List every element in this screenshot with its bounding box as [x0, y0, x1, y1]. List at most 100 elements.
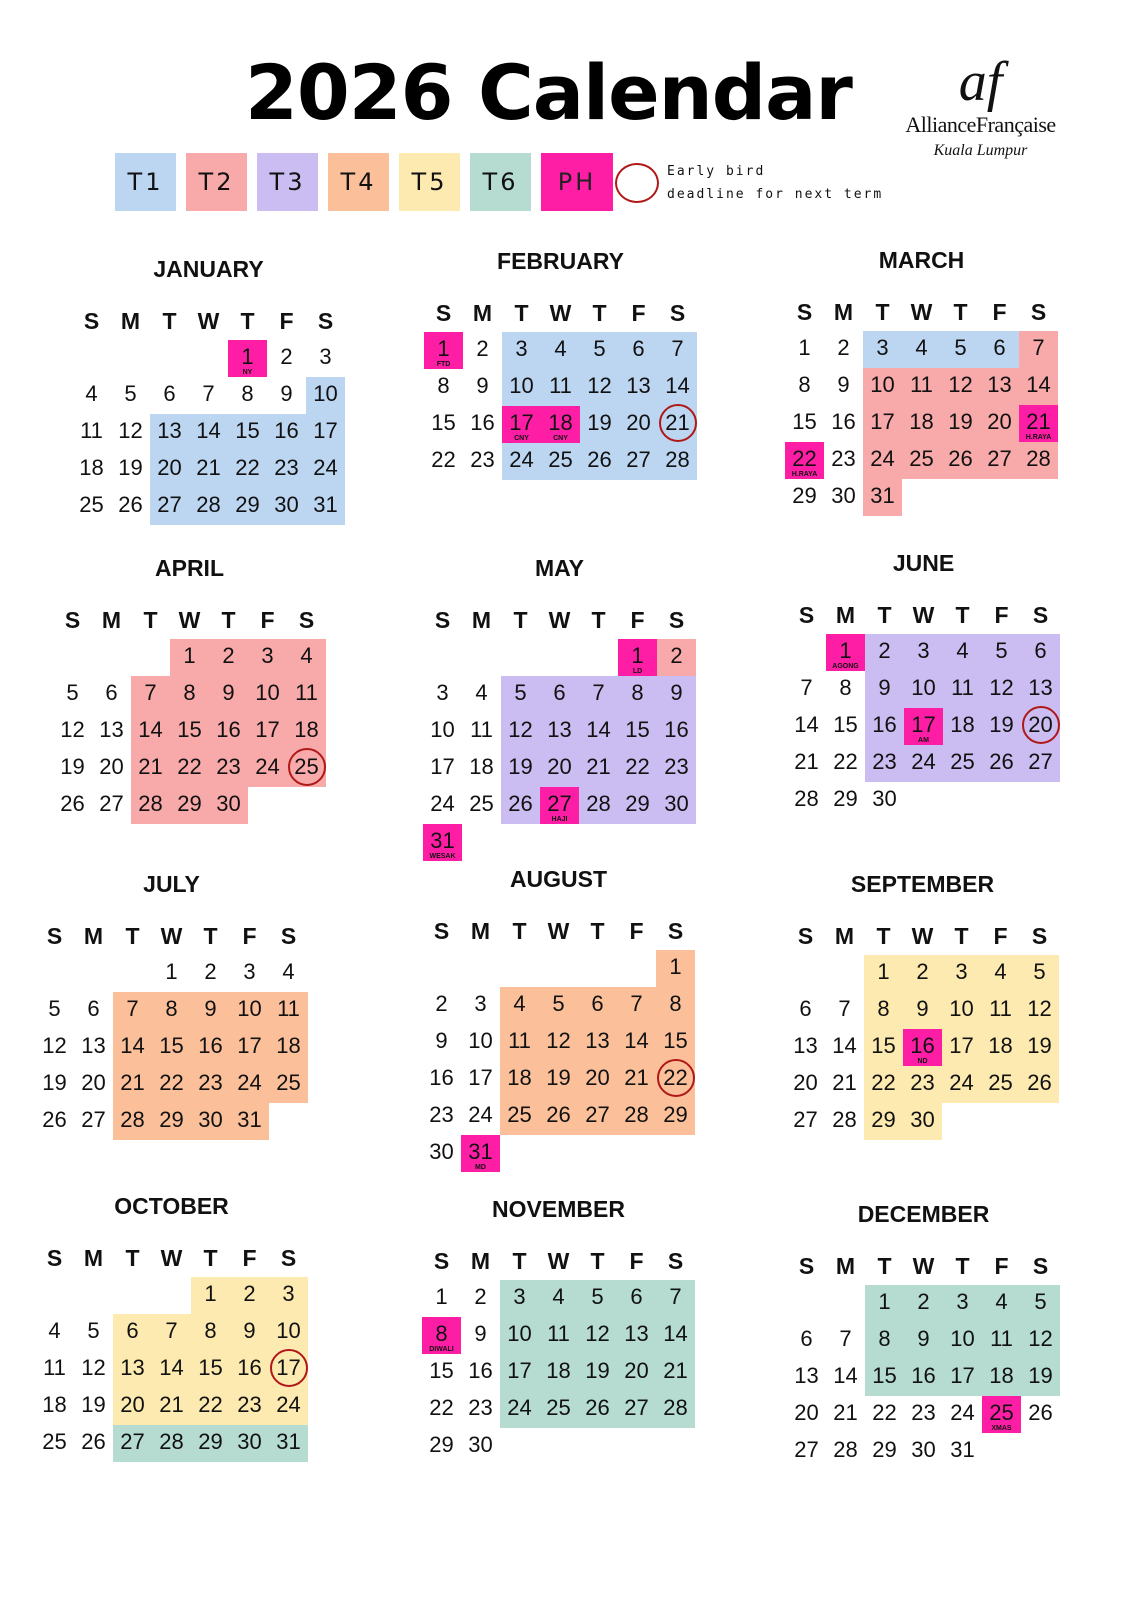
day-cell: 13 [92, 713, 131, 750]
day-cell: 26 [982, 745, 1021, 782]
day-cell: 11 [902, 368, 941, 405]
day-number: 9 [435, 1028, 448, 1053]
day-cell: 10 [230, 992, 269, 1029]
day-cell: 30 [267, 488, 306, 525]
month-june: JUNE S M T W T F S 1 AGONG 2 3 4 5 6 7 8 9 10 11 12 13 14 15 16 1… [787, 550, 1060, 819]
day-cell: 21 [656, 1354, 695, 1391]
day-number: 2 [435, 991, 448, 1016]
day-number: 9 [204, 996, 217, 1021]
empty-cell [500, 950, 539, 987]
day-number: 15 [198, 1355, 223, 1380]
day-number: 16 [237, 1355, 262, 1380]
day-number: 21 [624, 1065, 649, 1090]
day-cell: 9 [230, 1314, 269, 1351]
day-cell: 23 [463, 443, 502, 480]
day-cell: 20 [540, 750, 579, 787]
weekday-label: M [120, 308, 141, 334]
weekday-label: S [798, 602, 815, 628]
day-cell: 19 [941, 405, 980, 442]
day-cell: 11 [539, 1317, 578, 1354]
day-cell: 6 [1021, 634, 1060, 671]
day-number: 11 [295, 680, 318, 705]
empty-cell [53, 639, 92, 676]
day-number: 17 [430, 754, 455, 779]
day-number: 1 [877, 959, 890, 984]
day-number: 2 [837, 335, 850, 360]
weekday-label: T [876, 923, 891, 949]
day-cell: 12 [53, 713, 92, 750]
day-cell: 1 [152, 955, 191, 992]
day-number: 19 [1027, 1033, 1052, 1058]
weekday-label: W [912, 602, 935, 628]
day-cell: 18 [462, 750, 501, 787]
day-number: 27 [547, 791, 572, 816]
day-number: 31 [237, 1107, 262, 1132]
day-number: 13 [624, 1321, 649, 1346]
day-number: 30 [429, 1139, 454, 1164]
holiday-cell: 1 AGONG [826, 634, 865, 671]
day-cell: 6 [540, 676, 579, 713]
day-number: 19 [948, 409, 973, 434]
day-number: 6 [591, 991, 604, 1016]
day-number: 2 [878, 638, 891, 663]
weekday-label: S [1030, 299, 1047, 325]
weekday-label: W [160, 1245, 183, 1271]
weekday-label: F [629, 1248, 644, 1274]
day-cell: 12 [539, 1024, 578, 1061]
legend-t5: T5 [399, 153, 460, 211]
holiday-label: AM [918, 737, 929, 744]
day-number: 27 [624, 1395, 649, 1420]
day-number: 26 [587, 447, 612, 472]
day-cell: 17 [248, 713, 287, 750]
day-cell: 27 [787, 1433, 826, 1470]
day-cell: 15 [864, 1029, 903, 1066]
day-number: 17 [507, 1358, 532, 1383]
day-number: 5 [87, 1318, 100, 1343]
day-number: 27 [794, 1437, 819, 1462]
day-number: 10 [276, 1318, 301, 1343]
day-cell: 10 [306, 377, 345, 414]
day-number: 25 [950, 749, 975, 774]
day-number: 3 [513, 1284, 526, 1309]
day-number: 28 [794, 786, 819, 811]
day-number: 15 [871, 1033, 896, 1058]
day-cell: 7 [131, 676, 170, 713]
empty-cell [422, 950, 461, 987]
day-number: 2 [916, 959, 929, 984]
day-cell: 30 [904, 1433, 943, 1470]
holiday-cell: 27 HAJI [540, 787, 579, 824]
day-number: 23 [911, 1400, 936, 1425]
day-cell: 8 [865, 1322, 904, 1359]
day-cell: 7 [656, 1280, 695, 1317]
day-number: 16 [470, 410, 495, 435]
logo-mark: af [958, 51, 1003, 113]
day-cell: 15 [656, 1024, 695, 1061]
day-number: 30 [198, 1107, 223, 1132]
day-number: 21 [833, 1400, 858, 1425]
day-cell: 28 [579, 787, 618, 824]
legend-t1: T1 [115, 153, 176, 211]
day-cell: 23 [461, 1391, 500, 1428]
day-cell: 27 [113, 1425, 152, 1462]
day-cell: 4 [35, 1314, 74, 1351]
day-number: 28 [120, 1107, 145, 1132]
day-number: 25 [988, 1070, 1013, 1095]
day-number: 31 [276, 1429, 301, 1454]
day-cell: 21 [131, 750, 170, 787]
empty-cell [35, 955, 74, 992]
day-cell: 5 [1021, 1285, 1060, 1322]
day-number: 22 [792, 446, 817, 471]
day-cell: 29 [152, 1103, 191, 1140]
day-number: 11 [43, 1355, 66, 1380]
day-cell: 16 [209, 713, 248, 750]
weekday-label: S [435, 300, 452, 326]
day-number: 5 [1033, 959, 1046, 984]
day-cell: 25 [500, 1098, 539, 1135]
day-number: 14 [663, 1321, 688, 1346]
day-number: 12 [989, 675, 1014, 700]
weekday-label: S [46, 923, 63, 949]
day-number: 27 [81, 1107, 106, 1132]
day-cell: 3 [248, 639, 287, 676]
day-number: 14 [586, 717, 611, 742]
